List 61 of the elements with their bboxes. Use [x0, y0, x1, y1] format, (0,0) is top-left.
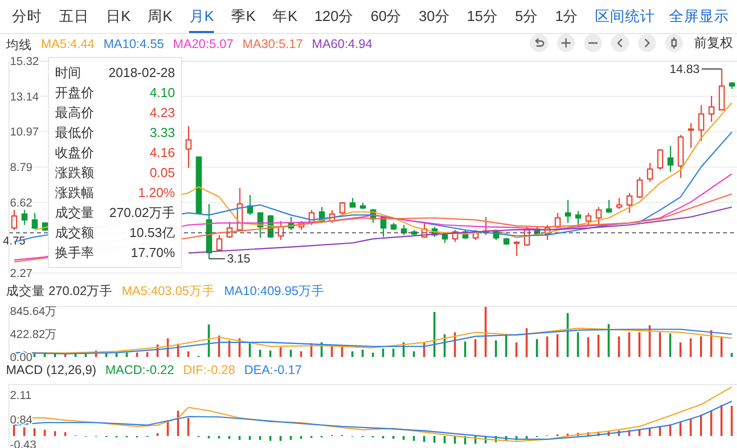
legend-title: 成交量 270.02万手 — [6, 283, 113, 300]
text: 月K — [189, 7, 214, 33]
annotation: 开盘价 — [55, 84, 94, 102]
y-tick-label: 8.79 — [10, 162, 32, 174]
y-tick-label: 10.97 — [10, 126, 39, 139]
text: 日K — [106, 8, 131, 26]
annotation: 换手率 — [55, 244, 94, 262]
text: 全屏显示 — [669, 8, 729, 26]
annotation: 4.16 — [150, 144, 175, 162]
annotation: 时间 — [55, 64, 81, 82]
annotation: 最低价 — [55, 124, 94, 142]
text: MA30:5.17 — [242, 37, 303, 53]
annotation: 收盘价 — [55, 144, 94, 162]
y-tick-label: 6.62 — [10, 197, 32, 210]
text: 5分 — [514, 8, 538, 26]
annotation: 1.20% — [138, 184, 175, 202]
text: DEA:-0.17 — [244, 363, 302, 377]
y-tick-label: 422.82万 — [10, 328, 58, 342]
y-tick-label: 15.32 — [10, 56, 39, 68]
annotation: 最高价 — [55, 104, 94, 122]
annotation: 3.33 — [150, 124, 175, 142]
text: MA5:403.05万手 — [122, 283, 216, 300]
annotation: 涨跌幅 — [55, 184, 94, 202]
text: 年K — [272, 8, 298, 26]
annotation: 4.10 — [150, 84, 175, 102]
text: MA5:4.44 — [41, 37, 95, 53]
text: MA10:409.95万手 — [224, 283, 324, 300]
annotation: 成交额 — [55, 224, 94, 242]
text: 五日 — [59, 8, 89, 26]
text: 15分 — [466, 8, 498, 26]
annotation: 涨跌额 — [55, 164, 94, 182]
text: 30分 — [418, 8, 450, 26]
annotation: 0.05 — [150, 164, 175, 182]
annotation: 10.53亿 — [129, 224, 175, 242]
y-tick-label: 13.14 — [10, 91, 40, 104]
text: 120分 — [314, 8, 354, 26]
y-tick-label: 2.11 — [10, 390, 32, 402]
legend-title: MACD (12,26,9) — [6, 363, 96, 377]
y-tick-label: 2.27 — [10, 268, 32, 280]
annotation: 2018-02-28 — [108, 64, 175, 82]
y-tick-label: 0.00 — [10, 352, 32, 364]
text: 区间统计 — [595, 8, 655, 26]
text: 季K — [231, 8, 256, 26]
annotation: 成交量 — [55, 204, 94, 222]
text: MA60:4.94 — [312, 37, 372, 53]
legend-title: 均线 — [6, 37, 32, 54]
text: 周K — [148, 8, 172, 26]
text: 分时 — [12, 8, 42, 26]
text: 1分 — [555, 8, 578, 26]
text: 60分 — [370, 8, 402, 26]
annotation: 270.02万手 — [109, 204, 175, 222]
annotation: 14.83 — [670, 62, 700, 76]
annotation: 17.70% — [130, 244, 175, 262]
text: MA10:4.55 — [104, 37, 164, 53]
text: MA20:5.07 — [172, 37, 234, 53]
annotation: 3.15 — [226, 252, 251, 266]
annotation: 4.23 — [150, 104, 175, 122]
text: MACD:-0.22 — [105, 363, 174, 377]
y-tick-label: 845.64万 — [10, 305, 58, 318]
text: 前复权 — [694, 34, 733, 52]
text: DIF:-0.28 — [183, 363, 236, 377]
